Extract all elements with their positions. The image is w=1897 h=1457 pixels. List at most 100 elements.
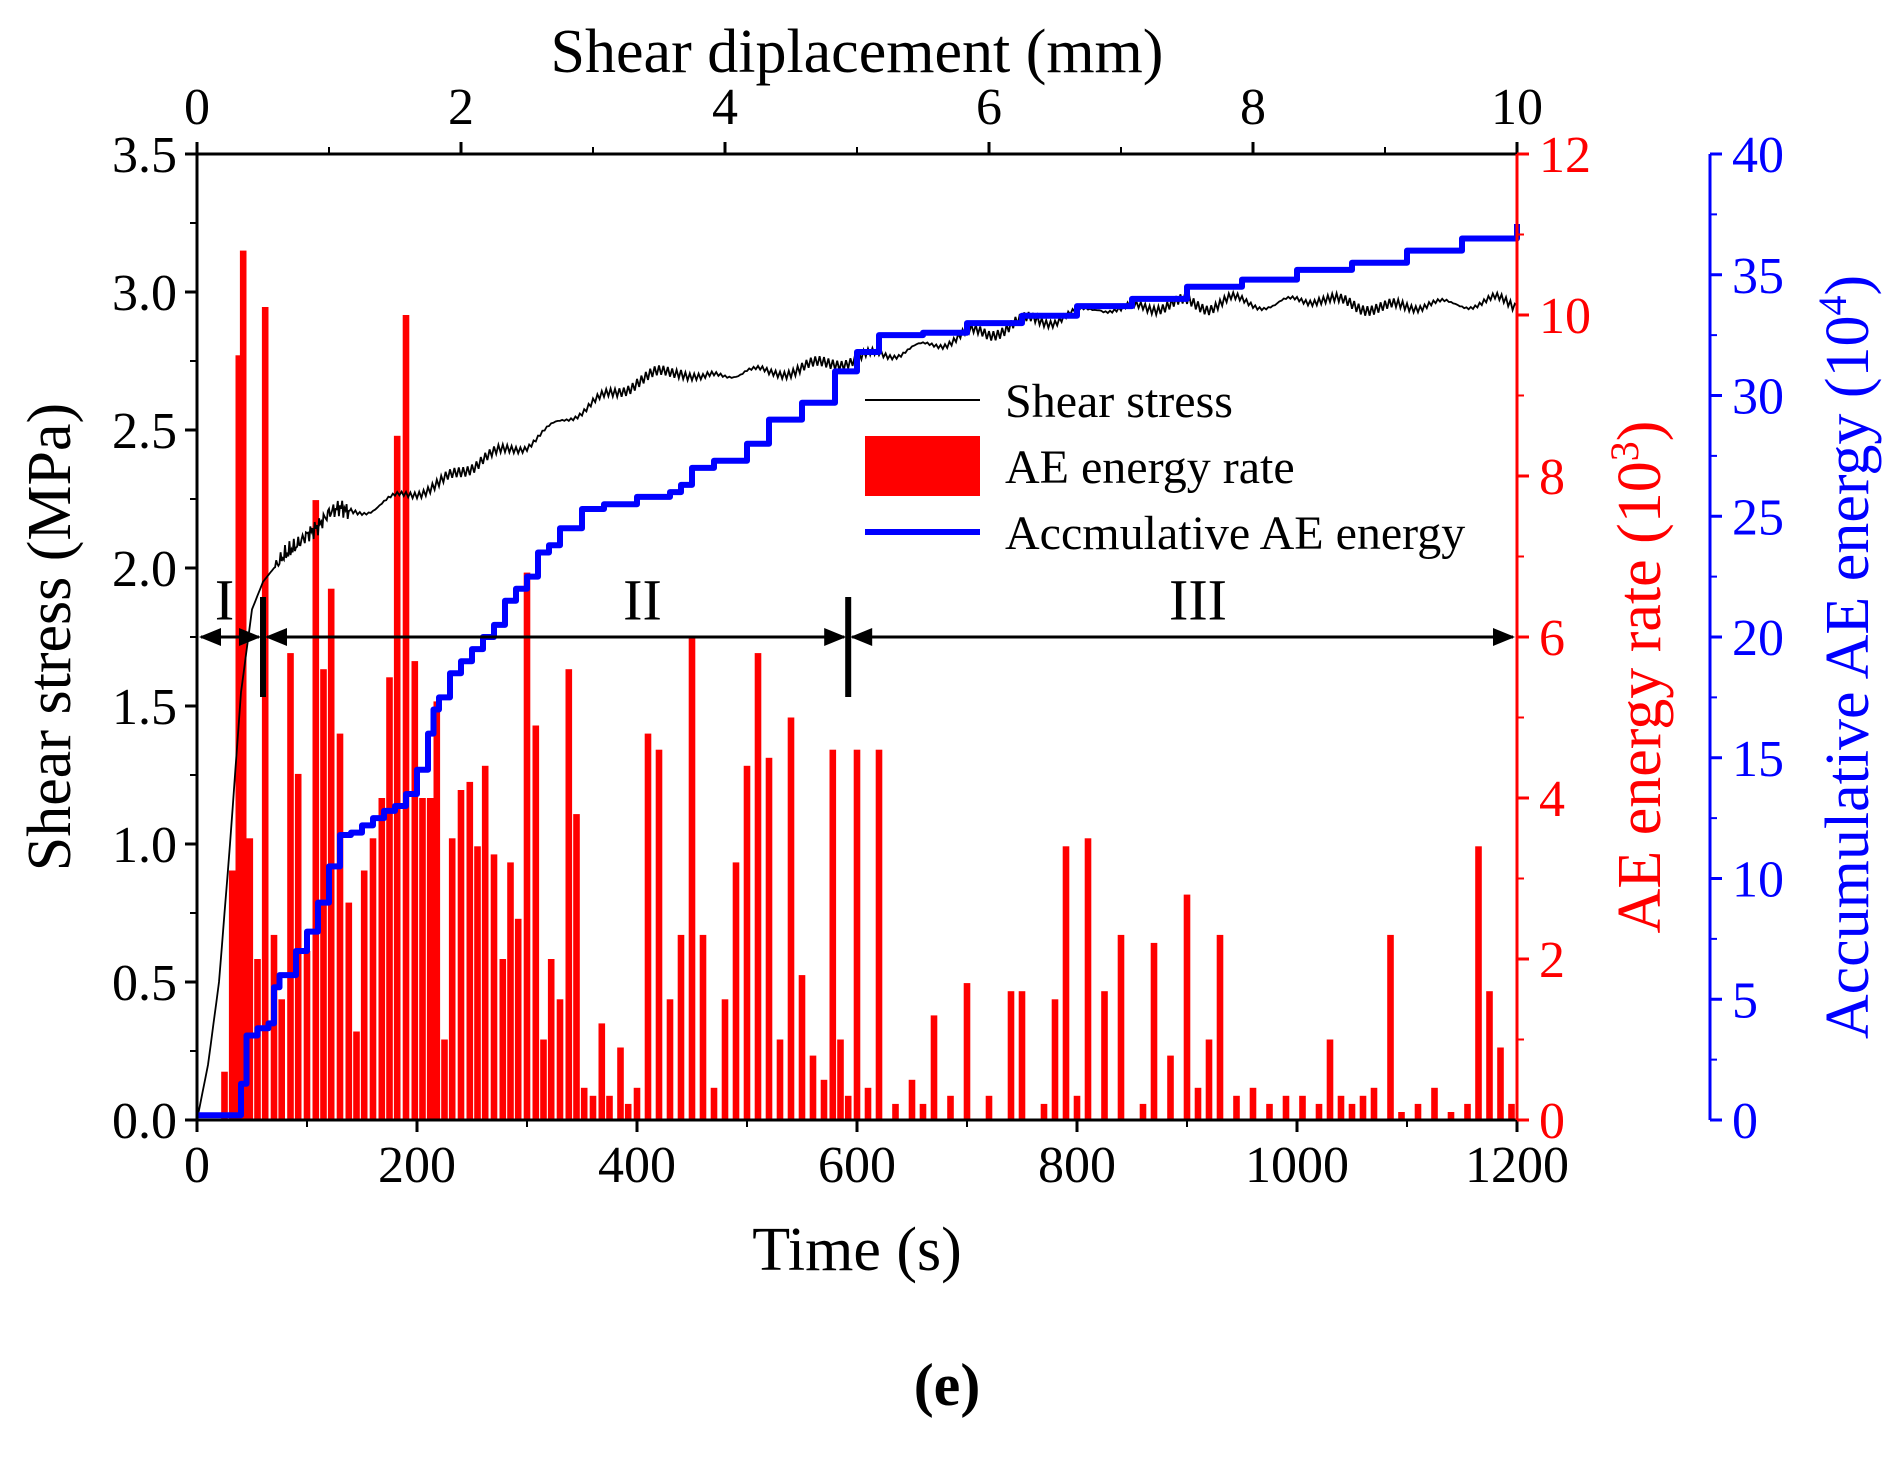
ae-energy-rate-axis-ticks: 0 2 4 6 8 10 12	[1517, 127, 1591, 1150]
legend-label-shear-stress: Shear stress	[1005, 375, 1233, 428]
ae-energy-rate-bar	[710, 1087, 718, 1120]
ae-energy-rate-bar	[378, 798, 386, 1120]
x-axis-tick-label: 200	[378, 1137, 456, 1194]
ae-energy-rate-bar	[677, 934, 685, 1120]
ae-energy-rate-bar	[369, 838, 377, 1121]
ae-energy-rate-bar	[448, 838, 456, 1121]
ae-energy-rate-bar	[624, 1103, 632, 1120]
ae-energy-rate-bar	[254, 959, 261, 1120]
ae-energy-rate-tick-label: 0	[1539, 1093, 1565, 1150]
ae-energy-rate-bar	[1266, 1103, 1273, 1120]
ae-energy-rate-bar	[633, 1087, 641, 1120]
ae-energy-rate-bar	[402, 315, 410, 1120]
ae-energy-rate-bar	[221, 1071, 228, 1120]
ae-energy-rate-bar	[490, 854, 498, 1120]
accumulative-title-end: )	[1814, 275, 1882, 296]
ae-energy-rate-bar	[1370, 1087, 1378, 1120]
accumulative-ae-energy-axis-title: Accumulative AE energy (104)	[1810, 275, 1882, 1039]
accumulative-ae-energy-tick-label: 0	[1732, 1093, 1758, 1150]
ae-energy-rate-bar	[1205, 1039, 1213, 1120]
stage-regions: I II III	[199, 568, 1515, 697]
ae-energy-rate-bar	[598, 1023, 606, 1120]
ae-energy-rate-bar	[481, 765, 489, 1120]
ae-energy-rate-bar	[606, 1095, 613, 1120]
ae-energy-rate-bar	[336, 733, 344, 1120]
x-axis-tick-label: 1000	[1245, 1137, 1349, 1194]
ae-energy-rate-bar	[360, 870, 368, 1120]
ae-energy-rate-bar	[1299, 1095, 1306, 1120]
ae-energy-rate-bar	[320, 669, 327, 1120]
ae-energy-rate-bar	[1183, 894, 1191, 1120]
left-axis-tick-label: 2.0	[112, 541, 177, 598]
accumulative-ae-energy-tick-label: 35	[1732, 248, 1784, 305]
accumulative-ae-energy-tick-label: 15	[1732, 731, 1784, 788]
left-axis-tick-label: 2.5	[112, 403, 177, 460]
ae-energy-rate-bar	[353, 1031, 360, 1120]
stage-arrow-head	[824, 628, 847, 646]
accumulative-title-exponent: 4	[1810, 295, 1855, 315]
ae-energy-rate-bar	[1315, 1103, 1323, 1120]
ae-energy-rate-bar	[1117, 934, 1125, 1120]
panel-label: (e)	[914, 1352, 981, 1418]
bottom-axis-ticks: 0 200 400 600 800 1000 1200	[184, 1120, 1569, 1194]
ae-energy-rate-bar	[688, 637, 696, 1120]
left-axis-tick-label: 3.5	[112, 127, 177, 184]
ae-energy-rate-tick-label: 6	[1539, 610, 1565, 667]
ae-energy-rate-bar	[1398, 1112, 1405, 1120]
ae-energy-rate-bar	[474, 846, 481, 1120]
ae-energy-rate-bar	[235, 355, 243, 1121]
ae-energy-rate-bar	[556, 999, 564, 1121]
ae-energy-rate-bar	[287, 653, 294, 1120]
legend-swatch-ae-energy-rate	[865, 436, 980, 496]
ae-energy-rate-bar	[589, 1095, 597, 1120]
ae-energy-rate-bar	[580, 1087, 588, 1120]
stage-label: III	[1169, 568, 1227, 633]
ae-energy-rate-bar	[1348, 1103, 1356, 1120]
ae-energy-rate-bar	[294, 773, 302, 1120]
ae-energy-rate-bar	[892, 1103, 899, 1120]
top-axis-ticks: 0 2 4 6 8 10	[184, 79, 1543, 154]
ae-energy-rate-bar	[875, 749, 883, 1120]
ae-energy-rate-bar	[1464, 1103, 1471, 1120]
ae-energy-rate-bar	[844, 1095, 852, 1120]
ae-energy-rate-bar	[1508, 1103, 1515, 1120]
ae-energy-rate-bar	[787, 717, 795, 1120]
stage-label: II	[623, 568, 662, 633]
legend-label-ae-energy-rate: AE energy rate	[1005, 441, 1295, 494]
ae-energy-rate-bar	[1233, 1095, 1240, 1120]
ae-energy-rate-bar	[1150, 942, 1158, 1120]
ae-energy-rate-bar	[919, 1103, 927, 1120]
top-axis-tick-label: 4	[712, 79, 738, 136]
top-axis-title: Shear diplacement (mm)	[551, 18, 1164, 86]
ae-energy-rate-bar	[908, 1079, 916, 1121]
x-axis-tick-label: 1200	[1465, 1137, 1569, 1194]
ae-energy-rate-bar	[1326, 1039, 1334, 1120]
ae-energy-rate-bar	[853, 749, 861, 1120]
top-axis-tick-label: 8	[1240, 79, 1266, 136]
ae-energy-rate-bar	[1139, 1103, 1147, 1120]
ae-energy-rate-bar	[617, 1047, 624, 1120]
top-axis-tick-label: 6	[976, 79, 1002, 136]
ae-energy-rate-bar	[540, 1039, 547, 1120]
top-axis-tick-label: 2	[448, 79, 474, 136]
ae-energy-rate-bar	[655, 749, 663, 1120]
ae-energy-rate-bar	[246, 838, 254, 1121]
ae-energy-rate-bar	[270, 934, 278, 1120]
ae-energy-rate-bar	[754, 653, 762, 1120]
ae-energy-rate-bar	[1414, 1103, 1422, 1120]
ae-energy-rate-bar	[457, 790, 465, 1120]
accumulative-title-main: Accumulative AE energy (10	[1814, 315, 1882, 1039]
accumulative-ae-energy-tick-label: 5	[1732, 972, 1758, 1029]
ae-energy-rate-bar	[1084, 838, 1092, 1121]
ae-energy-rate-bar	[1387, 934, 1394, 1120]
ae-energy-rate-bar	[721, 999, 729, 1121]
ae-energy-rate-bar	[1282, 1095, 1290, 1120]
accumulative-ae-energy-axis-ticks: 0 5 10 15 20 25 30 35 40	[1710, 127, 1784, 1150]
ae-energy-rate-bar	[947, 1095, 954, 1120]
ae-energy-rate-bar	[1062, 846, 1070, 1120]
ae-energy-rate-tick-label: 2	[1539, 932, 1565, 989]
ae-energy-rate-bar	[507, 862, 514, 1120]
ae-energy-rate-bar	[1359, 1095, 1367, 1120]
ae-energy-rate-bar	[327, 588, 335, 1120]
